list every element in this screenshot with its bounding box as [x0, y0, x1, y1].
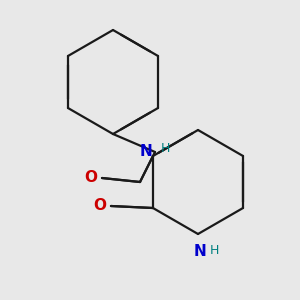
Text: H: H [161, 142, 170, 154]
Text: O: O [84, 170, 97, 185]
Text: O: O [93, 199, 106, 214]
Text: H: H [209, 244, 219, 257]
Text: N: N [139, 143, 152, 158]
Text: N: N [194, 244, 206, 259]
